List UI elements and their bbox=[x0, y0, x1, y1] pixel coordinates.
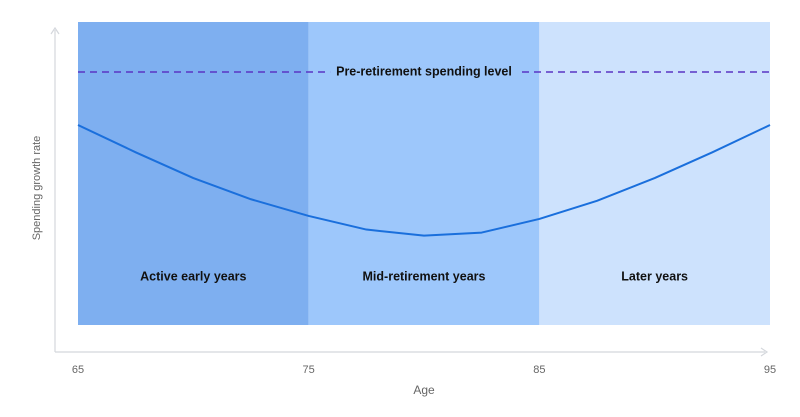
band-label: Active early years bbox=[140, 269, 246, 283]
y-axis-arrow bbox=[50, 26, 60, 35]
x-tick-label: 85 bbox=[533, 364, 545, 376]
x-tick-label: 95 bbox=[764, 364, 776, 376]
band-label: Mid-retirement years bbox=[363, 269, 486, 283]
x-axis-label: Age bbox=[413, 383, 435, 397]
x-tick-label: 65 bbox=[72, 364, 84, 376]
x-axis-arrow bbox=[760, 347, 769, 357]
x-tick-label: 75 bbox=[303, 364, 315, 376]
y-axis-label: Spending growth rate bbox=[31, 136, 43, 241]
line bbox=[77, 124, 771, 237]
band-label: Later years bbox=[621, 269, 688, 283]
reference-label: Pre-retirement spending level bbox=[336, 64, 512, 78]
reference-label-bg bbox=[330, 64, 518, 79]
